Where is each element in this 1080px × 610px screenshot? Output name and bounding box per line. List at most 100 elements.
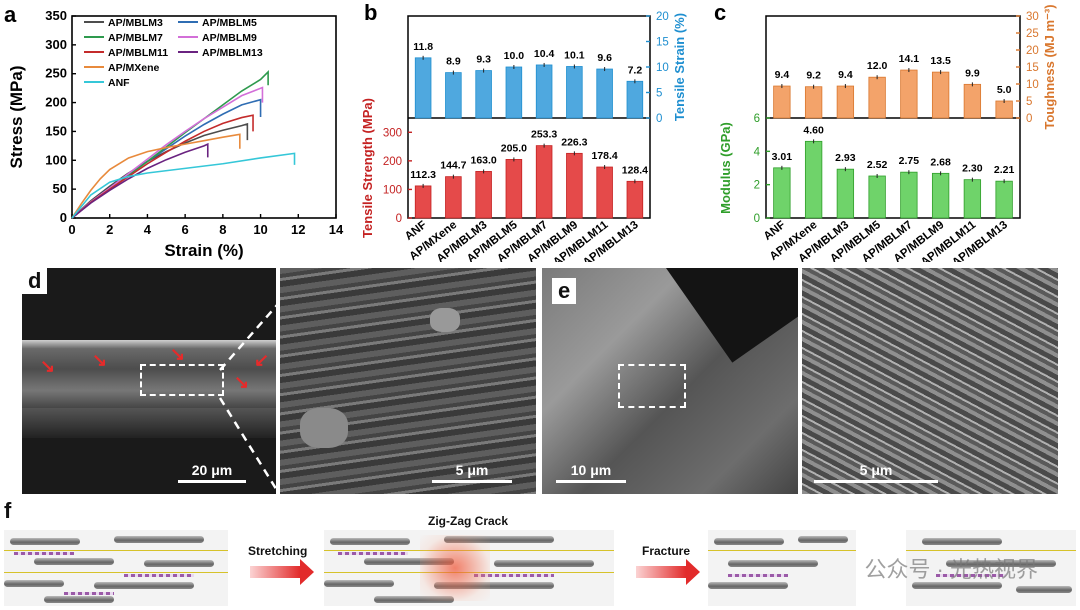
scale-bar-d1-label: 20 μm (191, 462, 233, 478)
bottom-bar (836, 168, 855, 219)
top-y-tick-label: 20 (1026, 45, 1039, 57)
top-bar (931, 71, 950, 119)
plot-frame (765, 15, 1021, 219)
top-bar (773, 85, 791, 119)
legend-label: AP/MBLM5 (202, 17, 257, 29)
bottom-bar (963, 179, 982, 219)
series-line-ap-mblm5 (71, 98, 262, 219)
y-axis-label: Stress (MPa) (7, 66, 26, 169)
scale-bar-line (178, 480, 246, 483)
top-bar (836, 85, 855, 119)
bottom-y-tick-label: 0 (754, 213, 760, 225)
bottom-bar-value-label: 112.3 (410, 169, 436, 181)
bottom-bar-value-label: 226.3 (561, 136, 587, 148)
bottom-bar (535, 145, 553, 219)
scale-bar-e1: 10 μm (556, 462, 626, 483)
scale-bar-line (556, 480, 626, 483)
x-tick-label: 10 (253, 222, 267, 237)
watermark: 公众号 · 光热视界 (864, 557, 1038, 582)
schematic-stage-fractured-right (906, 530, 1076, 606)
x-tick-label: 12 (291, 222, 305, 237)
top-bar-value-label: 11.8 (413, 41, 433, 53)
scale-bar-e2-label: 5 μm (859, 462, 893, 478)
top-bar-value-label: 10.4 (534, 48, 555, 60)
sem-image-d-right: 5 μm (280, 268, 536, 494)
top-bar-value-label: 8.9 (446, 56, 461, 68)
legend-label: AP/MBLM7 (108, 32, 163, 44)
scale-bar-d1: 20 μm (178, 462, 246, 483)
schematic-stage-fractured-left (708, 530, 856, 606)
bottom-bar-value-label: 4.60 (803, 124, 824, 136)
y-tick-label: 100 (45, 152, 67, 167)
bottom-bar-value-label: 128.4 (622, 164, 648, 176)
x-tick-label: 0 (68, 222, 75, 237)
bottom-y-tick-label: 0 (396, 213, 402, 225)
bottom-bar (995, 180, 1013, 219)
bottom-bar-value-label: 2.21 (994, 164, 1015, 176)
legend-label: ANF (108, 77, 130, 89)
series-line-ap-mxene (71, 133, 241, 219)
bottom-bar (505, 159, 523, 219)
x-tick-label: 14 (329, 222, 344, 237)
panel-label-d: d (22, 268, 48, 294)
x-tick-label: 8 (219, 222, 226, 237)
scale-bar-line (432, 480, 512, 483)
sem-image-d-left: ↘ ↘ ↘ ↘ ↙ d 20 μm (22, 268, 276, 494)
bottom-bar-value-label: 163.0 (470, 154, 496, 166)
bottom-bar (931, 172, 950, 219)
top-bar-value-label: 12.0 (867, 60, 888, 72)
top-y-tick-label: 5 (656, 88, 662, 100)
panel-label-e: e (552, 278, 577, 304)
legend-label: AP/MXene (108, 62, 160, 74)
top-bar-value-label: 9.4 (775, 69, 790, 81)
top-bar-value-label: 13.5 (930, 55, 951, 67)
bottom-y-tick-label: 2 (754, 180, 760, 192)
top-bar (868, 76, 886, 119)
bottom-y-tick-label: 6 (754, 113, 760, 125)
bottom-y-tick-label: 200 (383, 156, 402, 168)
y-tick-label: 150 (45, 123, 67, 138)
legend-label: AP/MBLM13 (202, 47, 263, 59)
top-bar-value-label: 9.4 (838, 69, 853, 81)
bottom-bar (475, 171, 492, 219)
top-bar (505, 66, 523, 119)
top-y-axis-label: Tensile Strain (%) (672, 13, 687, 121)
sem-image-e-left: e 10 μm (542, 268, 798, 494)
panel-label-f: f (4, 498, 12, 523)
top-bar (626, 80, 644, 119)
fracture-arrow (636, 559, 700, 585)
bottom-y-tick-label: 100 (383, 184, 402, 196)
bottom-bar (900, 171, 918, 219)
stretching-arrow (250, 559, 314, 585)
plot-frame (407, 15, 651, 219)
top-y-tick-label: 0 (656, 113, 662, 125)
sem-image-e-right: 5 μm (802, 268, 1058, 494)
bottom-bar-value-label: 2.75 (899, 155, 920, 167)
top-y-tick-label: 5 (1026, 96, 1032, 108)
bottom-bar-value-label: 2.52 (867, 159, 888, 171)
top-y-tick-label: 15 (1026, 62, 1039, 74)
top-y-tick-label: 25 (1026, 28, 1039, 40)
zigzag-crack-label: Zig-Zag Crack (428, 514, 509, 528)
bottom-y-axis-label: Modulus (GPa) (718, 122, 733, 214)
bottom-bar-value-label: 205.0 (501, 142, 527, 154)
zigzag-crack-highlight (420, 535, 490, 601)
y-tick-label: 0 (60, 210, 67, 225)
bottom-bar (626, 180, 644, 219)
x-tick-label: 2 (106, 222, 113, 237)
top-bar-value-label: 7.2 (628, 64, 643, 76)
scale-bar-e1-label: 10 μm (570, 462, 612, 478)
top-bar (566, 66, 583, 119)
top-bar-value-label: 5.0 (997, 84, 1012, 96)
series-line-ap-mblm11 (71, 114, 254, 219)
bottom-y-tick-label: 4 (754, 146, 761, 158)
legend-label: AP/MBLM9 (202, 32, 257, 44)
top-y-tick-label: 0 (1026, 113, 1032, 125)
top-y-axis-label: Toughness (MJ m⁻³) (1042, 4, 1057, 129)
top-bar (804, 86, 823, 119)
bottom-bar (868, 175, 886, 219)
top-bar (475, 70, 492, 119)
bottom-bar (445, 176, 462, 219)
top-y-tick-label: 10 (656, 62, 669, 74)
bottom-bar-value-label: 2.93 (835, 152, 856, 164)
